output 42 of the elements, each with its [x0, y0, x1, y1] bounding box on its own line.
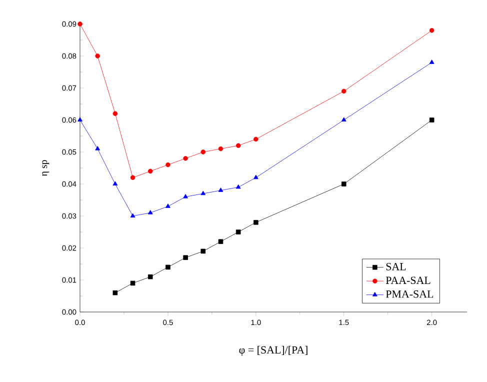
point	[253, 174, 258, 180]
y-axis-title: η sp	[42, 160, 50, 176]
point	[236, 143, 241, 148]
point	[78, 22, 82, 26]
point	[112, 111, 118, 116]
point	[429, 118, 434, 122]
point	[130, 213, 136, 218]
point	[236, 184, 241, 189]
legend-label: SAL	[386, 262, 406, 270]
point	[341, 182, 346, 186]
point	[341, 117, 346, 122]
point	[130, 175, 136, 180]
point	[78, 117, 82, 122]
point	[218, 239, 224, 244]
point	[166, 162, 170, 168]
point	[200, 190, 206, 196]
point	[254, 220, 258, 225]
point	[95, 146, 100, 150]
point	[200, 150, 206, 154]
point	[95, 54, 100, 58]
point	[166, 264, 170, 270]
point	[183, 156, 188, 161]
x-axis-title: φ = [SAL]/[PA]	[239, 346, 308, 356]
point	[236, 230, 241, 234]
point	[429, 60, 434, 64]
point	[166, 204, 170, 208]
point	[148, 274, 153, 280]
point	[341, 88, 346, 94]
point	[429, 28, 434, 33]
point	[148, 168, 153, 174]
point	[183, 194, 188, 198]
point	[148, 210, 153, 214]
point	[130, 280, 136, 286]
point	[112, 290, 118, 296]
legend-label: PMA-SAL	[386, 290, 434, 298]
point	[218, 146, 224, 152]
point	[200, 248, 206, 254]
point	[183, 255, 188, 260]
point	[218, 188, 224, 192]
point	[112, 181, 118, 186]
legend-label: PAA-SAL	[386, 276, 430, 284]
point	[254, 136, 258, 142]
